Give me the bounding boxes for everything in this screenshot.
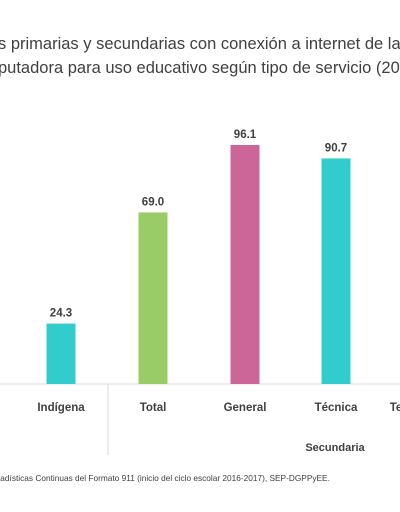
category-label-general: General bbox=[224, 402, 267, 414]
value-label-total: 69.0 bbox=[142, 196, 164, 208]
chart-title-line-1: s primarias y secundarias con conexión a… bbox=[0, 35, 400, 53]
category-label-total: Total bbox=[140, 402, 167, 414]
category-label-te: Te bbox=[390, 402, 400, 414]
bar-total bbox=[138, 212, 168, 384]
bar-general bbox=[230, 145, 260, 384]
source-note: tadísticas Continuas del Formato 911 (in… bbox=[0, 473, 330, 483]
bars-layer bbox=[46, 145, 351, 384]
value-labels-layer: 24.3 69.0 96.1 90.7 bbox=[50, 129, 347, 320]
category-label-indigena: Indígena bbox=[37, 402, 85, 414]
group-label-secundaria: Secundaria bbox=[305, 442, 365, 454]
bar-tecnica bbox=[321, 158, 351, 384]
bar-indigena bbox=[46, 323, 76, 384]
value-label-indigena: 24.3 bbox=[50, 308, 72, 320]
chart-title-line-2: putadora para uso educativo según tipo d… bbox=[0, 59, 400, 77]
value-label-general: 96.1 bbox=[234, 129, 257, 141]
value-label-tecnica: 90.7 bbox=[325, 142, 347, 154]
category-labels-layer: Indígena Total General Técnica Te bbox=[37, 402, 400, 414]
category-label-tecnica: Técnica bbox=[315, 402, 358, 414]
